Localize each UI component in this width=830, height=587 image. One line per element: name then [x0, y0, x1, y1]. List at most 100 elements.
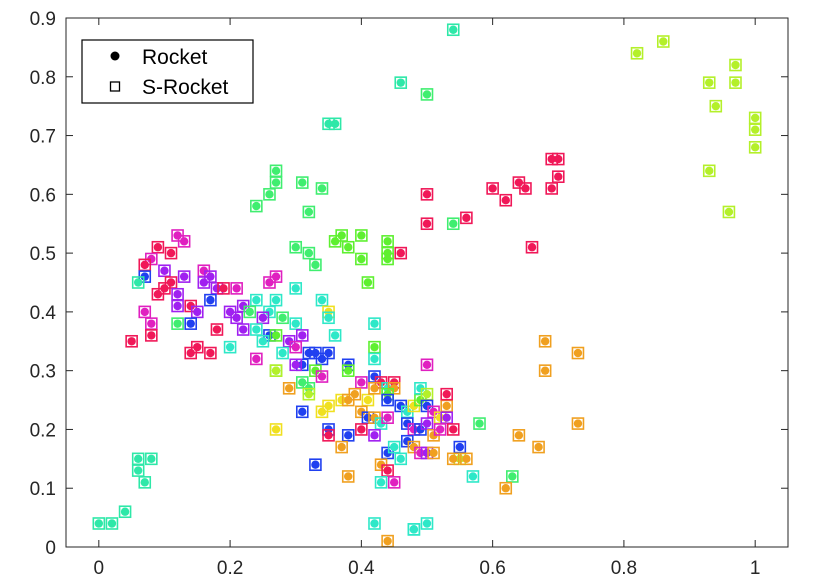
- rocket-point: [317, 295, 327, 305]
- rocket-point: [449, 454, 458, 464]
- s-rocket-point: [190, 305, 204, 319]
- rocket-point: [298, 407, 307, 417]
- s-rocket-point: [118, 505, 132, 519]
- rocket-point: [304, 207, 314, 217]
- rocket-point: [239, 301, 248, 311]
- rocket-point: [344, 366, 353, 375]
- rocket-point: [140, 478, 149, 487]
- s-rocket-point: [322, 311, 335, 325]
- rocket-point: [298, 178, 307, 187]
- s-rocket-point: [204, 346, 217, 360]
- s-rocket-point: [355, 376, 368, 389]
- rocket-point: [271, 295, 281, 305]
- s-rocket-point: [512, 429, 526, 442]
- s-rocket-point: [151, 240, 165, 254]
- rocket-point: [225, 342, 235, 352]
- s-rocket-point: [177, 270, 191, 283]
- rocket-point: [107, 519, 117, 528]
- points-layer: [92, 23, 762, 548]
- rocket-point: [370, 519, 379, 528]
- rocket-point: [357, 231, 366, 240]
- rocket-point: [475, 419, 484, 428]
- s-rocket-point: [368, 517, 381, 530]
- s-rocket-point: [269, 270, 283, 283]
- s-rocket-point: [315, 293, 329, 307]
- rocket-point: [376, 378, 386, 387]
- rocket-point: [206, 272, 215, 281]
- s-rocket-point: [204, 293, 217, 307]
- rocket-point: [173, 301, 182, 311]
- rocket-point: [363, 413, 373, 422]
- rocket-point: [540, 337, 550, 346]
- legend-box: [81, 39, 254, 104]
- rocket-point: [455, 442, 465, 452]
- rocket-point: [330, 331, 340, 340]
- rocket-point: [521, 184, 530, 193]
- rocket-point: [731, 78, 740, 87]
- rocket-point: [179, 272, 189, 281]
- rocket-point: [554, 172, 563, 181]
- s-rocket-point: [315, 405, 329, 419]
- rocket-point: [449, 25, 458, 34]
- rocket-point: [724, 207, 734, 217]
- rocket-point: [383, 237, 392, 246]
- rocket-point: [403, 407, 412, 417]
- legend-label-rocket: Rocket: [142, 46, 208, 69]
- rocket-point: [383, 413, 392, 422]
- rocket-point: [304, 348, 314, 358]
- s-rocket-point: [532, 440, 545, 454]
- rocket-point: [134, 278, 143, 287]
- rocket-point: [252, 295, 261, 305]
- s-rocket-point: [361, 276, 375, 289]
- s-rocket-point: [571, 346, 585, 360]
- s-rocket-point: [381, 464, 394, 477]
- rocket-point: [173, 231, 182, 240]
- s-rocket-point: [538, 364, 552, 377]
- rocket-point: [344, 243, 353, 252]
- s-rocket-point: [295, 329, 309, 342]
- rocket-point: [311, 460, 320, 469]
- rocket-point: [324, 348, 333, 358]
- s-rocket-point: [263, 188, 276, 201]
- rocket-point: [409, 525, 419, 534]
- rocket-point: [173, 319, 182, 328]
- rocket-point: [120, 507, 130, 516]
- s-rocket-point: [341, 393, 355, 407]
- rocket-point: [350, 389, 359, 399]
- s-rocket-point: [322, 117, 335, 131]
- s-rocket-point: [368, 381, 381, 395]
- s-rocket-point: [499, 481, 513, 495]
- rocket-point: [416, 448, 425, 458]
- s-rocket-point: [466, 470, 480, 483]
- rocket-point: [547, 184, 556, 193]
- rocket-point: [330, 237, 340, 246]
- rocket-point: [389, 442, 399, 452]
- s-rocket-point: [420, 188, 434, 201]
- rocket-point: [449, 425, 458, 434]
- rocket-point: [311, 366, 320, 375]
- rocket-point: [166, 248, 176, 258]
- rocket-point: [317, 184, 327, 193]
- rocket-point: [357, 425, 366, 434]
- rocket-point: [291, 243, 300, 252]
- rocket-point: [705, 166, 714, 176]
- s-rocket-point: [440, 387, 453, 401]
- s-rocket-point: [361, 393, 375, 407]
- rocket-point: [632, 49, 642, 58]
- rocket-point: [252, 354, 261, 364]
- rocket-point: [403, 437, 412, 446]
- y-tick-label: 0.3: [30, 362, 56, 383]
- s-rocket-point: [355, 423, 368, 436]
- s-rocket-point: [729, 76, 742, 89]
- s-rocket-point: [460, 211, 473, 225]
- rocket-point: [370, 372, 379, 381]
- rocket-point: [265, 278, 274, 287]
- rocket-point: [284, 337, 294, 346]
- rocket-point: [442, 389, 451, 399]
- s-rocket-point: [394, 76, 408, 89]
- rocket-point: [422, 90, 432, 99]
- rocket-point: [239, 325, 248, 334]
- rocket-point: [344, 395, 353, 405]
- rocket-point: [462, 213, 471, 223]
- s-rocket-point: [368, 429, 381, 442]
